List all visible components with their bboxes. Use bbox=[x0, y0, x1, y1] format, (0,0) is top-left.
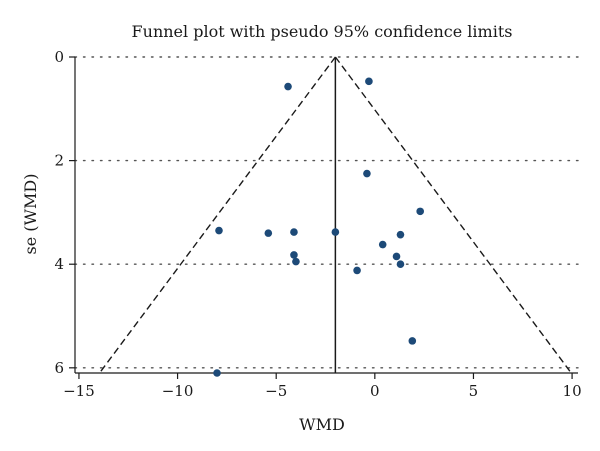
data-point bbox=[264, 229, 273, 237]
x-tick-label: −5 bbox=[265, 382, 287, 400]
data-point bbox=[290, 228, 298, 236]
x-tick-label: 5 bbox=[469, 382, 479, 400]
axes: 0 2 4 6 −15 −10 −5 0 5 10 bbox=[54, 48, 581, 400]
data-points bbox=[213, 77, 424, 377]
data-point bbox=[416, 207, 424, 216]
x-axis-title: WMD bbox=[299, 415, 345, 434]
data-point bbox=[396, 260, 405, 269]
confidence-funnel bbox=[98, 56, 572, 374]
data-point bbox=[396, 230, 405, 239]
data-point bbox=[378, 240, 387, 249]
chart-title: Funnel plot with pseudo 95% confidence l… bbox=[132, 22, 513, 41]
gridlines bbox=[74, 56, 579, 369]
data-point bbox=[365, 77, 373, 86]
y-tick-label: 4 bbox=[54, 255, 64, 273]
y-axis-title: se (WMD) bbox=[21, 174, 40, 255]
upper-confidence-limit bbox=[334, 56, 572, 374]
x-tick-label: −15 bbox=[63, 382, 95, 400]
x-tick-label: 0 bbox=[370, 382, 380, 400]
data-point bbox=[353, 266, 361, 275]
y-tick-label: 0 bbox=[54, 48, 64, 66]
y-tick-label: 6 bbox=[54, 359, 64, 377]
data-point bbox=[284, 82, 292, 91]
x-tick-label: 10 bbox=[563, 382, 582, 400]
data-point bbox=[292, 257, 300, 266]
data-point bbox=[363, 169, 371, 178]
lower-confidence-limit bbox=[98, 56, 336, 374]
data-point bbox=[215, 226, 223, 235]
y-tick-label: 2 bbox=[54, 152, 64, 170]
x-tick-label: −10 bbox=[162, 382, 194, 400]
data-point bbox=[392, 252, 401, 261]
data-point bbox=[408, 337, 417, 345]
data-point bbox=[331, 228, 340, 236]
data-point bbox=[290, 251, 298, 259]
data-point bbox=[213, 369, 221, 377]
